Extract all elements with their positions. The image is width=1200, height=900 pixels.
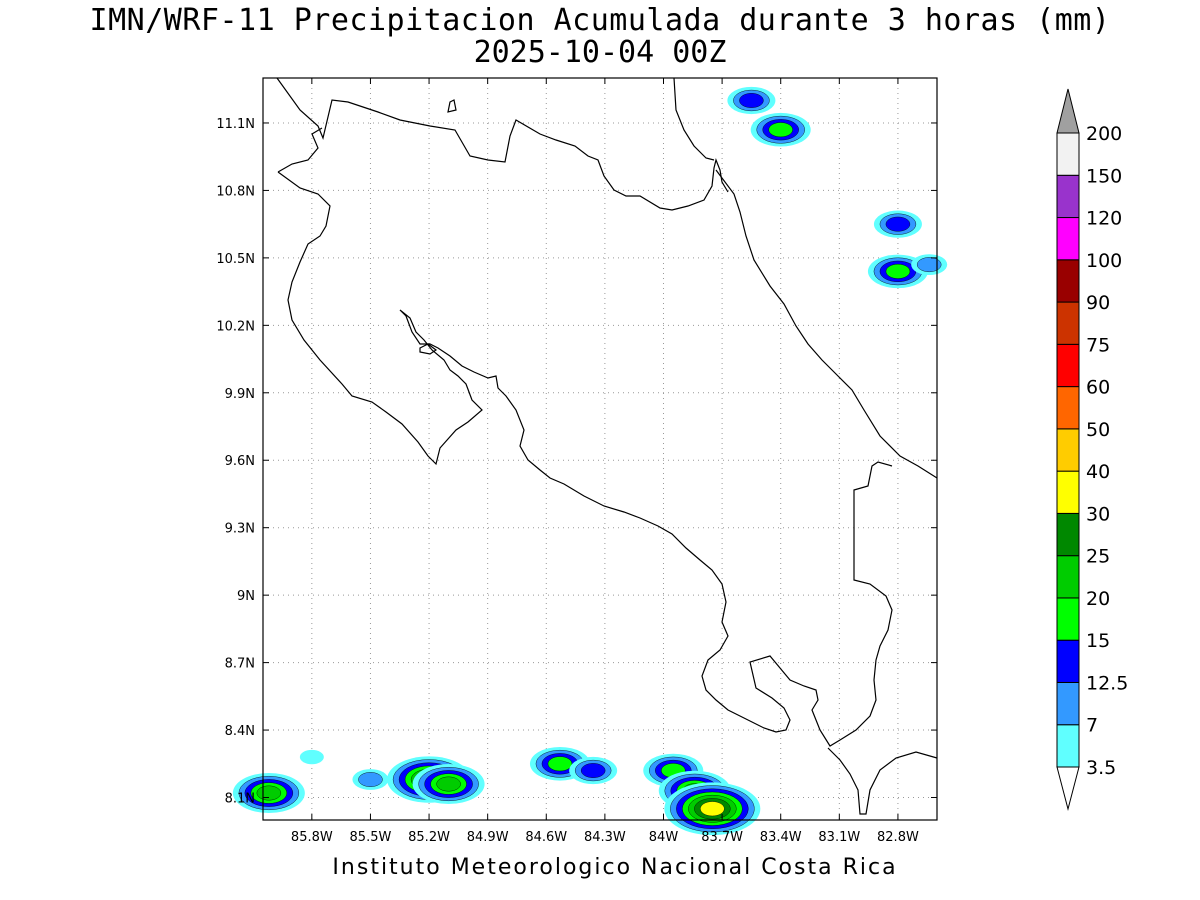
- colorbar-segment: [1056, 259, 1080, 303]
- colorbar-segment: [1056, 301, 1080, 345]
- footer-credit: Instituto Meteorologico Nacional Costa R…: [332, 855, 898, 880]
- colorbar-segment: [1056, 428, 1080, 472]
- tick-label-lat: 8.7N: [225, 657, 255, 672]
- precip-cell: [750, 112, 811, 147]
- tick-label-lon: 84.3W: [584, 830, 626, 845]
- tick-label-lat: 8.4N: [225, 724, 255, 739]
- colorbar-label: 3.5: [1086, 757, 1116, 779]
- tick-label-lat: 9N: [237, 589, 255, 604]
- colorbar-label: 120: [1086, 208, 1122, 230]
- precip-cell: [569, 756, 618, 785]
- colorbar-segment: [1056, 343, 1080, 388]
- tick-label-lon: 84.6W: [525, 830, 567, 845]
- coastline-nicaragua-north: [276, 77, 729, 211]
- precip-contour: [256, 785, 282, 801]
- map-frame: [262, 77, 938, 821]
- precip-contour: [299, 749, 324, 765]
- colorbar-segment: [1056, 555, 1080, 599]
- colorbar-label: 50: [1086, 419, 1110, 441]
- map-axes: 85.8W 85.5W 85.2W 84.9W 84.6W 84.3W 84W 83.7W 83…: [216, 78, 937, 845]
- precip-contour: [885, 216, 911, 232]
- colorbar-segment: [1056, 724, 1080, 768]
- tick-label-lat: 10.2N: [216, 319, 255, 334]
- coastline-layer: [276, 77, 938, 815]
- tick-label-lon: 84.9W: [467, 830, 509, 845]
- colorbar-label: 40: [1086, 461, 1110, 483]
- colorbar-segment: [1056, 639, 1080, 683]
- colorbar-label: 90: [1086, 292, 1110, 314]
- colorbar-label: 200: [1086, 123, 1122, 145]
- colorbar-label: 20: [1086, 588, 1110, 610]
- chart-title: IMN/WRF-11 Precipitacion Acumulada duran…: [89, 3, 1111, 38]
- tick-label-lon: 83.7W: [701, 830, 743, 845]
- precip-cell: [352, 769, 389, 790]
- lake-island: [419, 343, 438, 355]
- islet: [447, 99, 457, 113]
- precip-contour: [358, 772, 383, 787]
- colorbar-under-arrow: [1056, 766, 1080, 811]
- colorbar-label: 15: [1086, 630, 1110, 652]
- tick-label-lon: 83.4W: [760, 830, 802, 845]
- colorbar-label: 12.5: [1086, 672, 1128, 694]
- precip-contour: [547, 756, 573, 772]
- precip-cell: [867, 254, 928, 289]
- tick-label-lat: 9.6N: [225, 454, 255, 469]
- precip-contour: [580, 763, 606, 778]
- precip-contour: [768, 122, 793, 138]
- precip-contour: [916, 257, 942, 273]
- tick-label-lon: 84W: [649, 830, 679, 845]
- coastline-pacific: [277, 127, 893, 747]
- colorbar-segment: [1056, 681, 1080, 726]
- colorbar-label: 25: [1086, 546, 1110, 568]
- tick-label-lat: 8.1N: [225, 792, 255, 807]
- tick-label-lat: 10.8N: [216, 184, 255, 199]
- coastline-caribbean: [715, 169, 938, 479]
- precip-cell: [232, 773, 305, 814]
- precip-cell: [664, 782, 761, 836]
- tick-label-lon: 85.2W: [408, 830, 450, 845]
- tick-label-lon: 85.5W: [350, 830, 392, 845]
- colorbar-segment: [1056, 132, 1080, 176]
- colorbar-label: 75: [1086, 334, 1110, 356]
- colorbar-label: 60: [1086, 377, 1110, 399]
- colorbar-label: 150: [1086, 165, 1122, 187]
- chart-subtitle: 2025-10-04 00Z: [473, 35, 727, 70]
- map-background: [263, 78, 937, 820]
- precip-contour: [885, 263, 911, 279]
- colorbar-segment: [1056, 217, 1080, 261]
- tick-label-lon: 82.8W: [877, 830, 919, 845]
- precip-contour: [700, 801, 725, 817]
- colorbar-segment: [1056, 597, 1080, 641]
- precip-cell: [412, 764, 485, 805]
- coastline-panama-border: [827, 747, 938, 815]
- tick-label-lat: 9.9N: [225, 387, 255, 402]
- tick-label-lon: 85.8W: [291, 830, 333, 845]
- colorbar-segment: [1056, 470, 1080, 514]
- precip-cell: [873, 210, 922, 238]
- colorbar-segment: [1056, 174, 1080, 219]
- tick-label-lat: 9.3N: [225, 522, 255, 537]
- precip-contour: [739, 93, 764, 108]
- colorbar: 3.5 7 12.5 15 20 25 30 40 50 60 75 90 100 120 150 200: [1056, 88, 1128, 811]
- colorbar-label: 100: [1086, 250, 1122, 272]
- precip-cell: [911, 254, 948, 276]
- precip-cell: [299, 749, 324, 765]
- precip-cell: [727, 86, 776, 115]
- precipitation-layer: [232, 86, 948, 836]
- colorbar-over-arrow: [1056, 88, 1080, 134]
- tick-label-lat: 11.1N: [216, 117, 255, 132]
- tick-label-lon: 83.1W: [818, 830, 860, 845]
- colorbar-segment: [1056, 512, 1080, 557]
- coastline-caribbean-north: [673, 77, 715, 161]
- map-grid: [263, 78, 937, 820]
- precip-contour: [436, 776, 461, 792]
- tick-label-lat: 10.5N: [216, 252, 255, 267]
- colorbar-label: 7: [1086, 715, 1098, 737]
- colorbar-segment: [1056, 386, 1080, 430]
- colorbar-label: 30: [1086, 503, 1110, 525]
